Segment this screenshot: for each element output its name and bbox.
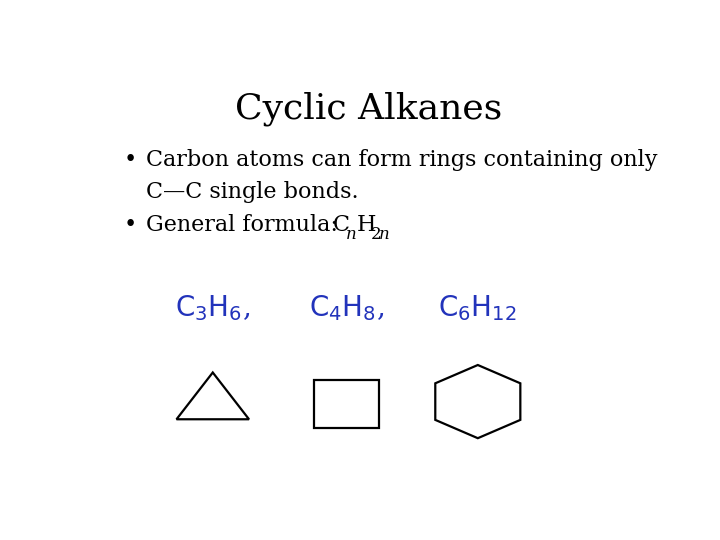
Text: General formula:: General formula:	[145, 214, 345, 236]
Text: 2: 2	[371, 226, 382, 242]
Text: $\mathsf{C_6H_{12}}$: $\mathsf{C_6H_{12}}$	[438, 293, 517, 323]
Text: Cyclic Alkanes: Cyclic Alkanes	[235, 91, 503, 126]
Text: Carbon atoms can form rings containing only: Carbon atoms can form rings containing o…	[145, 150, 657, 171]
Text: C: C	[333, 214, 350, 236]
Text: $\mathsf{C_3H_6}$,: $\mathsf{C_3H_6}$,	[175, 293, 251, 323]
Text: n: n	[379, 226, 390, 242]
Text: $\mathsf{C_4H_8}$,: $\mathsf{C_4H_8}$,	[309, 293, 384, 323]
Text: C—C single bonds.: C—C single bonds.	[145, 180, 359, 202]
Text: H: H	[356, 214, 377, 236]
Text: n: n	[346, 226, 357, 242]
Text: •: •	[124, 214, 137, 236]
Text: •: •	[124, 150, 137, 171]
